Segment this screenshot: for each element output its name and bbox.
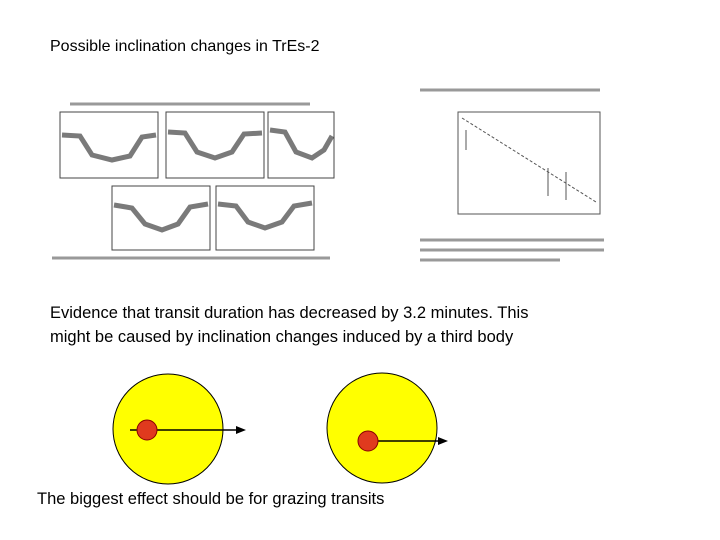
transit-diagram-grazing <box>326 372 448 484</box>
evidence-text: might be caused by inclination changes i… <box>50 328 514 346</box>
slide-title: Possible inclination changes in TrEs-2 <box>50 38 320 55</box>
evidence-text: Evidence that transit duration has decre… <box>50 304 529 322</box>
inclination-plot-figure <box>420 88 604 262</box>
transit-diagram-central <box>112 373 246 485</box>
conclusion-text: The biggest effect should be for grazing… <box>37 490 385 508</box>
light-curve-figure <box>52 102 335 260</box>
